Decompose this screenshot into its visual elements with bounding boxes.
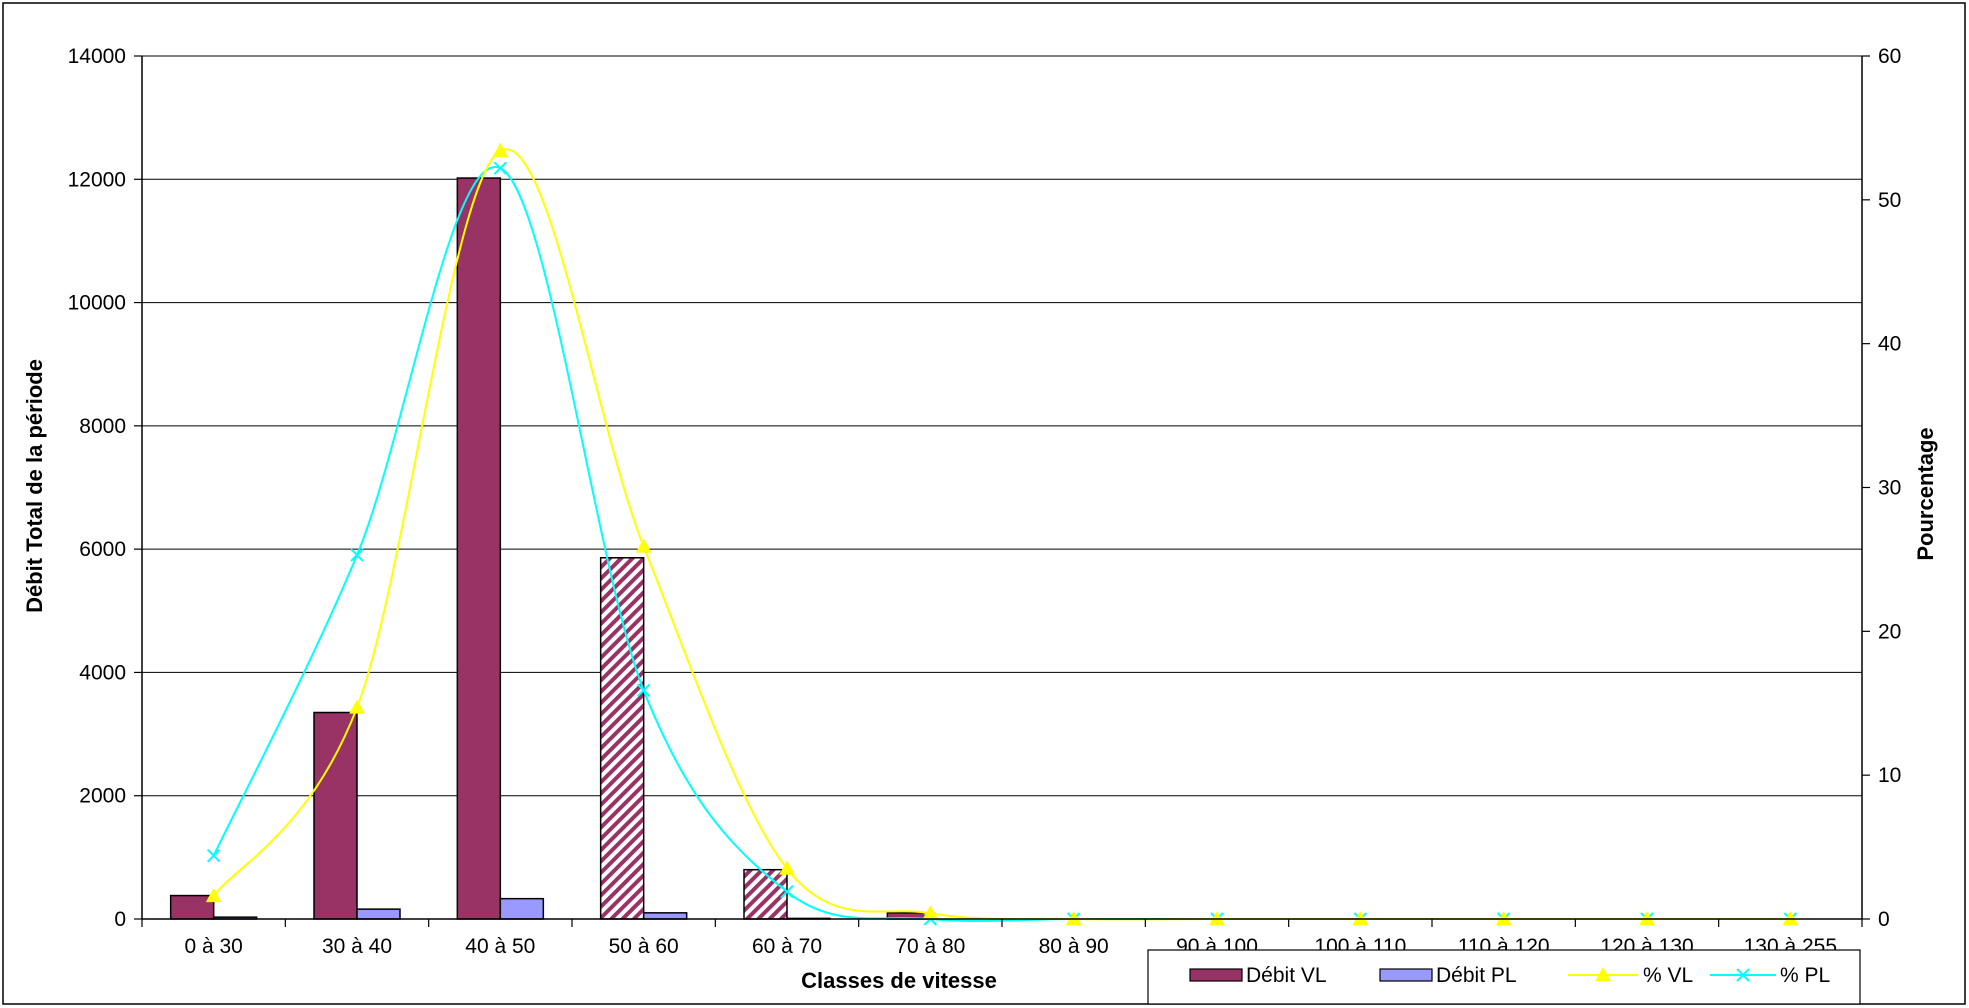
marker-stroke [780, 884, 794, 899]
y-tick-label: 0 [114, 908, 126, 931]
legend-swatch-debit-pl [1379, 968, 1433, 982]
point-pl [350, 548, 364, 562]
point-pl [636, 683, 651, 698]
y2-tick-label: 30 [1878, 477, 1901, 500]
legend-swatch-debit-vl [1189, 968, 1243, 982]
y2-tick-label: 60 [1878, 45, 1901, 68]
y-tick-label: 4000 [79, 661, 126, 684]
marker-stroke [1736, 968, 1750, 982]
point-pl [780, 884, 794, 899]
point-pl [206, 849, 221, 863]
bar-debit-pl [642, 912, 688, 920]
legend-label-debit-vl: Débit VL [1246, 964, 1327, 987]
y-tick-label: 2000 [79, 785, 126, 808]
x-tick-label: 0 à 30 [184, 935, 242, 958]
point-vl [779, 860, 795, 875]
legend-marker-pl [1736, 968, 1750, 982]
bar-debit-vl [743, 868, 788, 920]
y-tick-label: 12000 [68, 168, 126, 191]
marker-stroke [636, 683, 651, 698]
x-tick-label: 70 à 80 [895, 935, 965, 958]
x-tick-label: 60 à 70 [752, 935, 822, 958]
bar-debit-vl [456, 177, 502, 920]
y-tick-label: 10000 [68, 292, 126, 315]
bar-debit-pl [499, 897, 545, 920]
y2-tick-label: 20 [1878, 620, 1901, 643]
x-tick-label: 50 à 60 [609, 935, 679, 958]
y2-tick-label: 0 [1878, 908, 1890, 931]
x-axis-title: Classes de vitesse [801, 968, 997, 993]
y-axis-title: Débit Total de la période [22, 359, 47, 613]
legend-label-pct-pl: % PL [1780, 964, 1830, 987]
y-tick-label: 6000 [79, 538, 126, 561]
bar-debit-vl [169, 894, 215, 920]
legend-marker-vl [1595, 966, 1611, 982]
gridlines [142, 55, 1862, 797]
marker-stroke [350, 548, 364, 562]
point-pl [493, 161, 508, 175]
y2-tick-label: 10 [1878, 764, 1901, 787]
legend-label-debit-pl: Débit PL [1436, 964, 1517, 987]
x-tick-label: 40 à 50 [465, 935, 535, 958]
x-tick-label: 30 à 40 [322, 935, 392, 958]
y-tick-label: 14000 [68, 45, 126, 68]
point-vl [635, 538, 652, 553]
y-tick-label: 8000 [79, 415, 126, 438]
bar-debit-vl [313, 711, 358, 920]
axes [134, 55, 1870, 927]
point-vl [492, 142, 509, 158]
point-vl [205, 887, 222, 903]
legend-label-pct-vl: % VL [1643, 964, 1693, 987]
legend: Débit VL Débit PL % VL % PL [1147, 949, 1861, 1005]
bar-debit-vl [599, 557, 645, 920]
y2-tick-label: 40 [1878, 333, 1901, 356]
y2-tick-label: 50 [1878, 189, 1901, 212]
point-vl [349, 699, 365, 714]
marker-stroke [206, 849, 221, 863]
y2-axis-title: Pourcentage [1913, 427, 1938, 560]
bar-debit-pl [356, 908, 401, 920]
x-tick-label: 80 à 90 [1039, 935, 1109, 958]
marker-stroke [493, 161, 508, 175]
